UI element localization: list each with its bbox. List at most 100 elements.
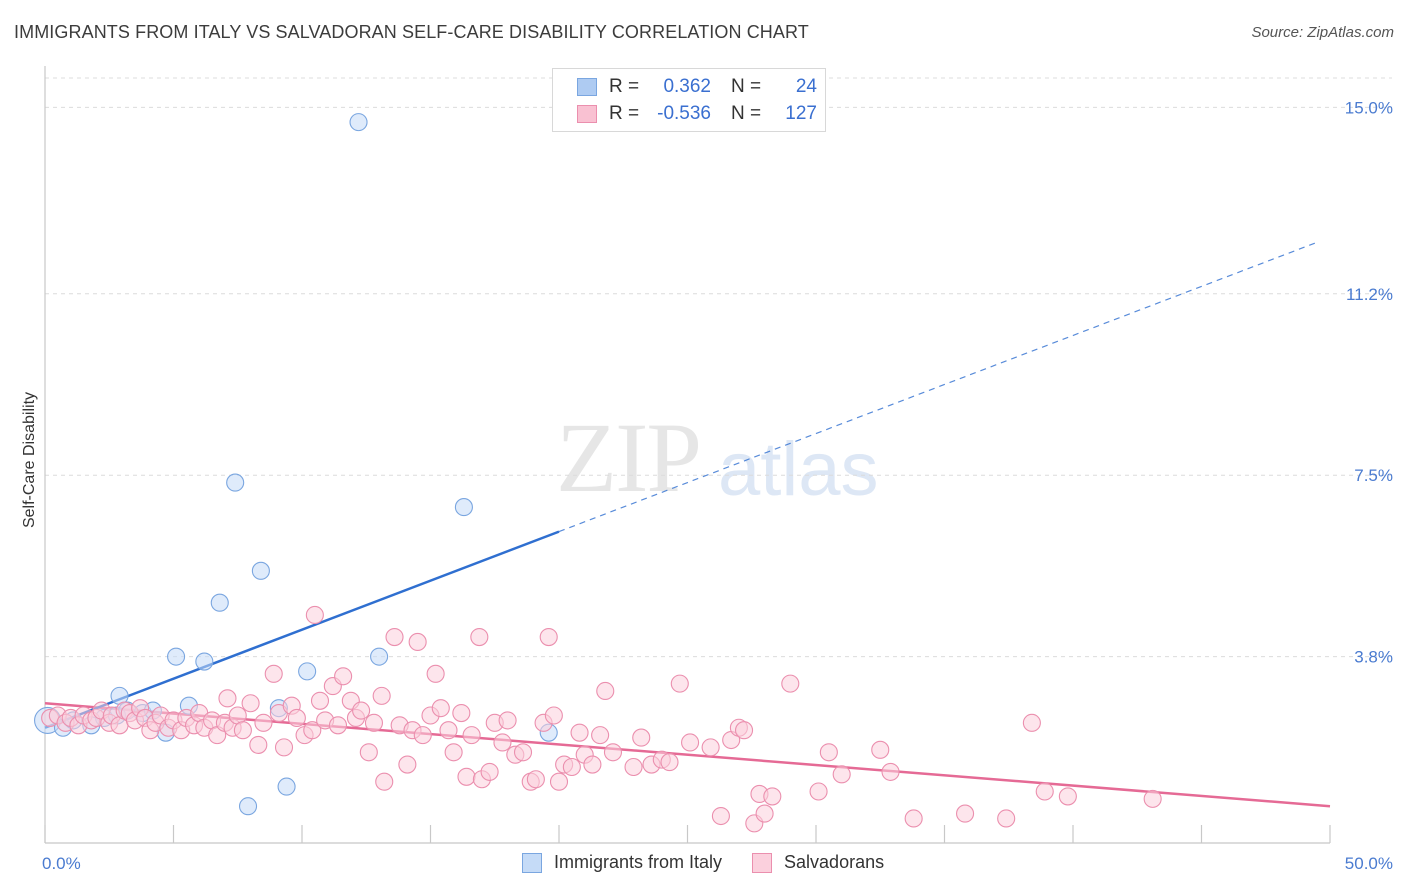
salvadorans-point xyxy=(274,738,294,757)
legend-swatch-italy xyxy=(522,852,542,873)
x-tick-label-min: 0.0% xyxy=(42,854,81,873)
salvadorans-point xyxy=(549,772,569,791)
salvadorans-point xyxy=(603,743,623,762)
legend-label-italy: Immigrants from Italy xyxy=(554,852,723,872)
italy-point xyxy=(251,561,270,580)
salvadorans-point xyxy=(287,708,306,728)
legend-r-label: R = xyxy=(609,76,640,97)
legend-r-value: -0.536 xyxy=(657,103,711,124)
salvadorans-point xyxy=(249,735,268,754)
salvadorans-point xyxy=(1058,787,1077,806)
salvadorans-point xyxy=(660,753,679,772)
salvadorans-point xyxy=(452,703,471,723)
salvadorans-point xyxy=(539,627,558,647)
legend-swatch-salvadorans xyxy=(752,852,773,873)
axis-labels: 3.8% 7.5% 11.2% 15.0% 0.0% 50.0% Self-Care Dis… xyxy=(21,98,1393,873)
legend-swatch-salvadorans xyxy=(577,105,597,123)
salvadorans-point xyxy=(513,743,533,762)
legend-row-italy: R = 0.362 N = 24 xyxy=(577,75,817,99)
salvadorans-point xyxy=(310,691,330,710)
y-tick-label: 7.5% xyxy=(1354,466,1393,485)
salvadorans-point xyxy=(624,757,643,777)
salvadorans-point xyxy=(493,733,512,752)
salvadorans-point xyxy=(254,713,273,732)
salvadorans-point xyxy=(470,627,489,647)
salvadorans-point xyxy=(544,706,563,725)
salvadorans-point xyxy=(233,721,252,740)
legend-item-salvadorans[interactable]: Salvadorans xyxy=(752,852,884,873)
salvadorans-point xyxy=(881,762,900,781)
watermark-zip: ZIP xyxy=(556,402,702,513)
salvadorans-point xyxy=(755,804,774,823)
legend-item-italy[interactable]: Immigrants from Italy xyxy=(522,852,722,873)
salvadorans-point xyxy=(1143,789,1162,808)
salvadorans-point xyxy=(359,743,378,762)
legend-swatch-italy xyxy=(577,78,597,96)
salvadorans-point xyxy=(632,728,651,747)
y-tick-label: 11.2% xyxy=(1346,285,1393,304)
y-axis-label: Self-Care Disability xyxy=(21,392,38,528)
salvadorans-point xyxy=(583,755,602,774)
salvadorans-point xyxy=(364,713,384,732)
salvadorans-point xyxy=(763,787,782,806)
salvadorans-point xyxy=(498,711,517,730)
salvadorans-point xyxy=(303,721,322,740)
salvadorans-point xyxy=(413,726,432,745)
italy-point xyxy=(298,662,317,681)
y-tick-label: 3.8% xyxy=(1354,648,1393,667)
salvadorans-point xyxy=(1035,782,1054,801)
x-tick-label-max: 50.0% xyxy=(1345,854,1393,873)
salvadorans-point xyxy=(562,757,581,777)
italy-point xyxy=(210,593,229,612)
salvadorans-point xyxy=(591,726,610,745)
salvadorans-point xyxy=(305,605,324,625)
series-legend: Immigrants from Italy Salvadorans xyxy=(522,852,914,873)
salvadorans-point xyxy=(711,806,730,826)
salvadorans-point xyxy=(480,762,499,781)
salvadorans-point xyxy=(439,721,458,740)
salvadorans-point xyxy=(352,701,371,720)
chart-title: IMMIGRANTS FROM ITALY VS SALVADORAN SELF… xyxy=(14,22,809,42)
salvadorans-point xyxy=(385,627,404,647)
italy-point xyxy=(195,652,214,671)
legend-n-value: 127 xyxy=(785,103,817,124)
salvadorans-point xyxy=(956,804,975,823)
salvadorans-point xyxy=(701,738,720,757)
salvadorans-point xyxy=(819,743,838,762)
italy-point xyxy=(349,113,368,132)
legend-r-value: 0.362 xyxy=(663,76,711,97)
salvadorans-point xyxy=(570,723,589,742)
salvadorans-point xyxy=(904,809,923,828)
salvadorans-point xyxy=(832,765,851,784)
series-salvadorans xyxy=(41,605,1162,833)
legend-r-label: R = xyxy=(609,103,640,124)
italy-point xyxy=(167,647,186,666)
salvadorans-point xyxy=(1022,713,1041,732)
italy-point xyxy=(238,797,258,816)
legend-row-salvadorans: R = -0.536 N = 127 xyxy=(577,102,817,126)
trend-line-italy xyxy=(44,530,560,729)
grid-lines xyxy=(45,77,1392,658)
legend-n-label: N = xyxy=(731,103,762,124)
correlation-legend: R = 0.362 N = 24 R = -0.536 N = 127 xyxy=(552,68,826,132)
salvadorans-point xyxy=(670,674,689,693)
salvadorans-point xyxy=(426,664,445,683)
italy-point xyxy=(277,777,296,796)
salvadorans-point xyxy=(241,694,260,713)
salvadorans-point xyxy=(372,686,391,705)
legend-n-value: 24 xyxy=(795,76,817,97)
salvadorans-point xyxy=(462,726,481,745)
salvadorans-point xyxy=(781,674,800,693)
italy-point xyxy=(454,498,473,517)
salvadorans-point xyxy=(457,767,476,786)
salvadorans-point xyxy=(408,632,427,651)
salvadorans-point xyxy=(375,772,394,791)
source-label: Source: ZipAtlas.com xyxy=(1251,24,1394,41)
watermark-atlas: atlas xyxy=(718,427,879,512)
salvadorans-point xyxy=(398,755,417,774)
salvadorans-point xyxy=(596,681,615,701)
salvadorans-point xyxy=(809,782,828,801)
salvadorans-point xyxy=(734,721,754,740)
italy-point xyxy=(226,473,245,492)
